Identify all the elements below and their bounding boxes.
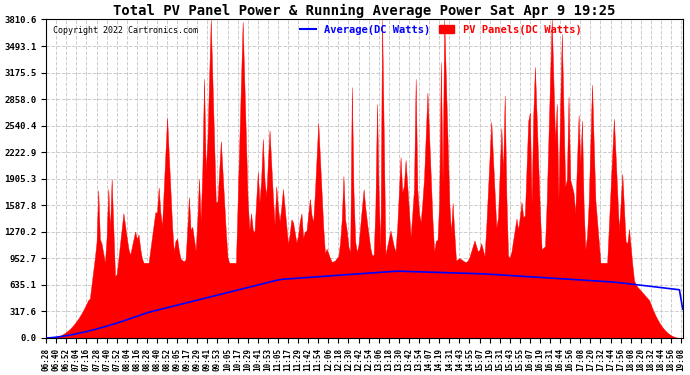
Text: Copyright 2022 Cartronics.com: Copyright 2022 Cartronics.com [52, 26, 197, 35]
Legend: Average(DC Watts), PV Panels(DC Watts): Average(DC Watts), PV Panels(DC Watts) [300, 25, 582, 35]
Title: Total PV Panel Power & Running Average Power Sat Apr 9 19:25: Total PV Panel Power & Running Average P… [113, 4, 615, 18]
